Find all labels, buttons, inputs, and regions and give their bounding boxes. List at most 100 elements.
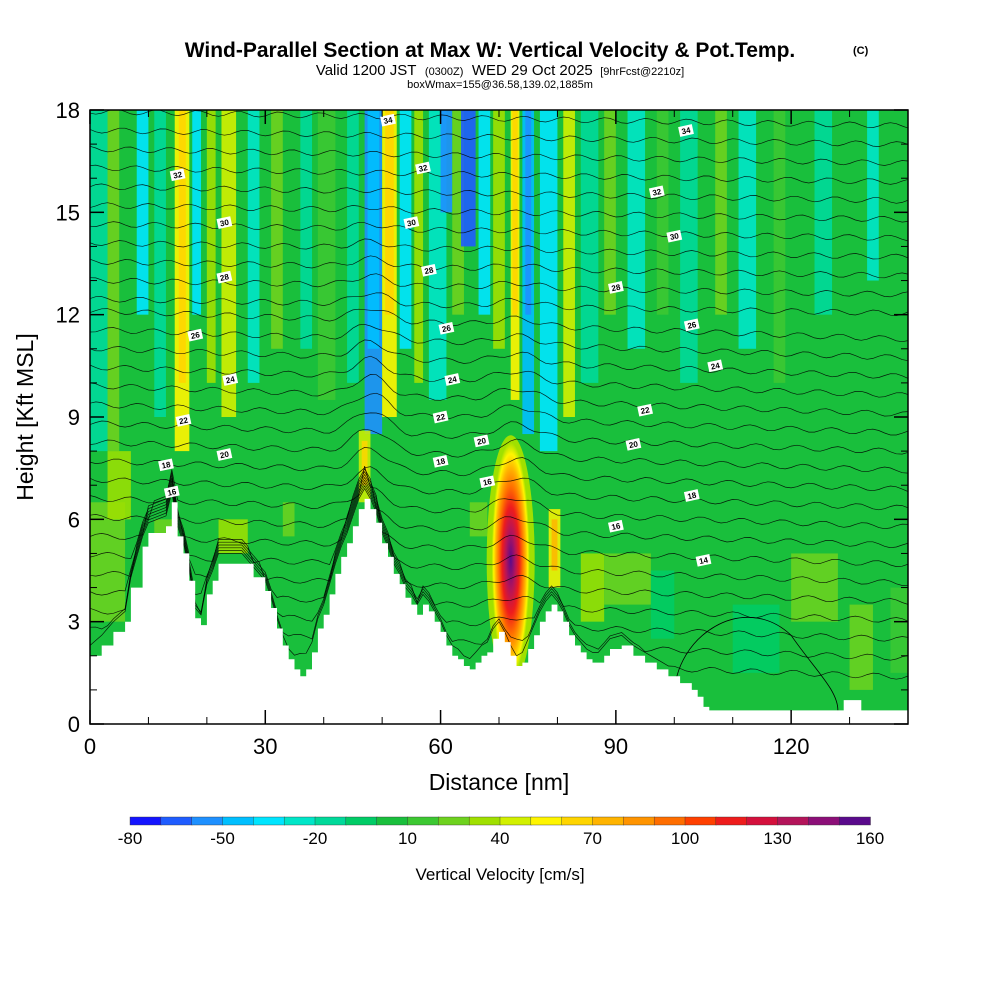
terrain — [90, 498, 908, 724]
contour-label-bg — [438, 321, 455, 335]
colorbar-tick-label: -20 — [303, 829, 328, 848]
contour-label: 34 — [380, 113, 396, 127]
contour-label-text: 28 — [424, 265, 435, 276]
theta-contour — [90, 466, 908, 530]
velocity-patch — [361, 440, 368, 486]
contour-label: 20 — [625, 437, 642, 451]
velocity-band — [867, 110, 879, 281]
velocity-patch — [604, 553, 651, 605]
velocity-band — [317, 110, 336, 400]
contour-label-bg — [479, 475, 496, 489]
velocity-band — [206, 110, 216, 383]
contour-label-bg — [473, 434, 490, 448]
velocity-band — [385, 110, 394, 315]
velocity-band — [814, 110, 833, 315]
contour-label-text: 32 — [172, 170, 183, 181]
contour-label-text: 16 — [482, 477, 493, 488]
contour-label-bg — [175, 414, 192, 427]
velocity-band — [271, 110, 283, 349]
contour-label-bg — [380, 113, 396, 127]
velocity-band — [414, 110, 424, 383]
contour-label-bg — [608, 519, 624, 533]
contour-label-text: 34 — [383, 115, 394, 126]
colorbar-cell — [314, 816, 347, 826]
velocity-band — [221, 110, 237, 417]
contour-label-text: 20 — [628, 439, 639, 450]
velocity-band — [656, 110, 669, 315]
theta-contour — [90, 473, 908, 586]
contour-labels: 34 34 32 32 32 30 30 30 28 28 28 26 26 26 24 24 24 22 22 22… — [158, 113, 724, 567]
contour-label: 28 — [421, 263, 437, 277]
velocity-patch — [650, 570, 675, 639]
velocity-band — [563, 110, 575, 417]
contour-label-text: 24 — [447, 375, 458, 386]
colorbar-cell — [715, 816, 748, 826]
contour-label-text: 18 — [161, 460, 172, 471]
velocity-band — [247, 110, 260, 383]
colorbar-cell — [838, 816, 871, 826]
velocity-band — [604, 110, 616, 315]
velocity-band — [192, 110, 202, 315]
contour-label: 32 — [415, 161, 431, 175]
colorbar-cell — [684, 816, 717, 826]
velocity-band — [452, 110, 464, 315]
theta-contour — [90, 323, 908, 362]
contour-label: 18 — [158, 458, 174, 472]
contour-label: 20 — [473, 434, 490, 448]
velocity-band — [773, 110, 786, 383]
colorbar-tick-label: 10 — [398, 829, 417, 848]
contour-label: 16 — [608, 519, 624, 533]
x-tick-label: 30 — [253, 734, 277, 759]
colorbar-cell — [592, 816, 625, 826]
contour-label: 32 — [648, 185, 665, 199]
contour-label: 26 — [438, 321, 455, 335]
contour-label-text: 20 — [476, 436, 487, 447]
contour-label-text: 28 — [219, 272, 230, 283]
contour-label: 24 — [707, 359, 724, 373]
colorbar-cell — [345, 816, 378, 826]
x-tick-label: 0 — [84, 734, 96, 759]
contour-label-bg — [678, 124, 694, 137]
colorbar-cell — [499, 816, 532, 826]
velocity-patch — [107, 451, 131, 520]
contour-label-bg — [216, 270, 233, 284]
x-axis-label: Distance [nm] — [429, 769, 570, 795]
velocity-band — [478, 110, 491, 315]
subtitle-date: WED 29 Oct 2025 — [472, 62, 593, 79]
colorbar-cell — [530, 816, 563, 826]
contour-label-text: 20 — [219, 450, 230, 461]
terrain-fill — [90, 498, 908, 724]
velocity-band — [178, 110, 186, 383]
subtitle-valid: Valid 1200 JST — [316, 62, 417, 79]
contour-label-bg — [608, 281, 624, 294]
colorbar-tick-label: 160 — [856, 829, 884, 848]
contour-label-bg — [648, 185, 665, 199]
theta-contour — [90, 127, 908, 147]
theta-contour — [90, 145, 908, 166]
colorbar-tick-label: -80 — [118, 829, 143, 848]
colorbar-tick-label: 100 — [671, 829, 699, 848]
colorbar-cell — [283, 816, 316, 826]
theta-contour — [90, 374, 908, 417]
velocity-patch — [90, 502, 126, 622]
contour-label: 30 — [403, 216, 420, 229]
theta-contour — [90, 428, 908, 474]
theta-contour — [90, 110, 908, 129]
contour-label: 26 — [683, 318, 700, 332]
theta-contour — [90, 485, 908, 661]
velocity-bands — [90, 110, 908, 690]
contour-label-text: 26 — [441, 323, 452, 334]
velocity-band — [512, 110, 518, 315]
colorbar-cell — [438, 816, 470, 826]
contour-label-bg — [432, 410, 449, 424]
chart-subtitle: Valid 1200 JST (0300Z) WED 29 Oct 2025 [… — [316, 62, 684, 79]
contour-label: 24 — [222, 373, 239, 386]
contour-label-text: 18 — [687, 491, 698, 502]
theta-contour-low — [673, 616, 839, 711]
contour-label-text: 24 — [710, 361, 721, 372]
chart-title: Wind-Parallel Section at Max W: Vertical… — [185, 39, 796, 62]
velocity-band — [525, 110, 532, 315]
theta-contour — [90, 255, 908, 279]
contour-label-bg — [637, 403, 653, 417]
y-tick-label: 6 — [68, 507, 80, 532]
